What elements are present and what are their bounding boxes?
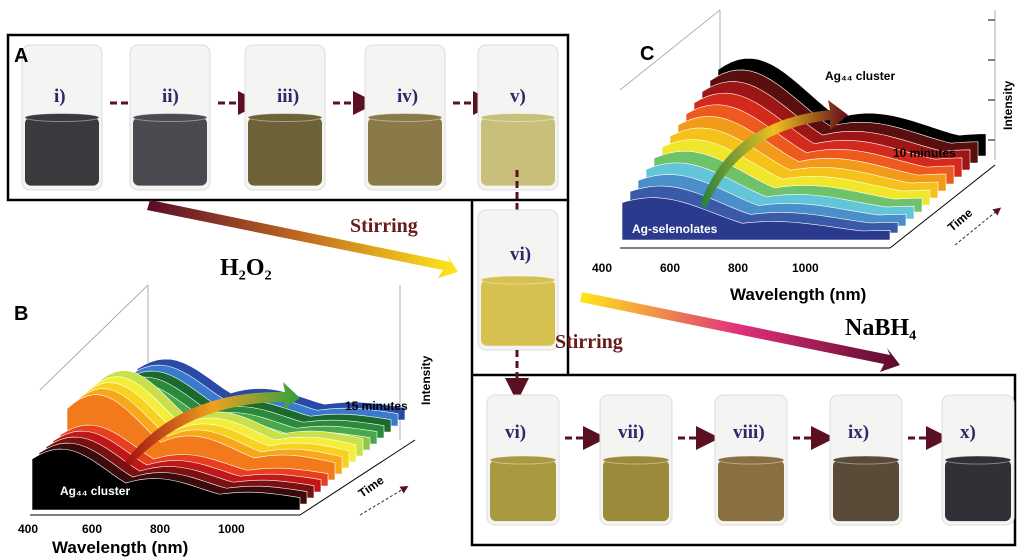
vial-liquid — [490, 460, 556, 521]
vial-liquid — [481, 280, 555, 346]
vial-surface — [133, 114, 207, 122]
figure: i) ii) iii) iv) v) Avi) vi) vii) viii) ix) x) Stirr… — [0, 0, 1019, 558]
label: 15 minutes — [345, 399, 408, 413]
label: Intensity — [419, 355, 433, 405]
label: x) — [960, 422, 976, 443]
label: Wavelength (nm) — [52, 538, 188, 557]
label: iv) — [397, 86, 418, 107]
label: vi) — [505, 422, 526, 443]
vial-surface — [368, 114, 442, 122]
label: i) — [54, 86, 66, 107]
vial-surface — [945, 456, 1011, 464]
label: Intensity — [1001, 80, 1015, 130]
vial-surface — [481, 276, 555, 284]
vial-surface — [490, 456, 556, 464]
vial-surface — [833, 456, 899, 464]
vial-surface — [603, 456, 669, 464]
label: Time — [356, 473, 387, 501]
vial-surface — [481, 114, 555, 122]
label: 1000 — [218, 522, 245, 536]
label: 400 — [18, 522, 38, 536]
vial-liquid — [248, 118, 322, 186]
vial-liquid — [603, 460, 669, 521]
vial-liquid — [945, 460, 1011, 521]
label: H₂O₂ — [220, 255, 272, 281]
vial-liquid — [718, 460, 784, 521]
vial-surface — [25, 114, 99, 122]
label: ix) — [848, 422, 869, 443]
label: Ag-selenolates — [195, 351, 281, 365]
vial-surface — [248, 114, 322, 122]
label: Ag-selenolates — [632, 222, 718, 236]
label: NaBH₄ — [845, 315, 916, 341]
label: 800 — [150, 522, 170, 536]
label: Ag₄₄ cluster — [60, 484, 130, 498]
label: vii) — [618, 422, 644, 443]
label: Stirring — [350, 215, 418, 237]
label: A — [14, 45, 28, 67]
vial-liquid — [25, 118, 99, 186]
label: 10 minutes — [893, 146, 956, 160]
label: Stirring — [555, 331, 623, 353]
label: Time — [945, 206, 976, 235]
content: i) ii) iii) iv) v) Avi) vi) vii) viii) ix) x) Stirr… — [8, 10, 1015, 557]
arrow — [147, 200, 458, 278]
label: iii) — [277, 86, 299, 107]
vial-liquid — [133, 118, 207, 186]
label: vi) — [510, 244, 531, 265]
label: ii) — [162, 86, 179, 107]
label: v) — [510, 86, 526, 107]
label: 1000 — [792, 261, 819, 275]
label: 400 — [592, 261, 612, 275]
label: C — [640, 43, 654, 65]
vial-liquid — [833, 460, 899, 521]
label: B — [14, 303, 28, 325]
label: Ag₄₄ cluster — [825, 69, 895, 83]
label: 600 — [660, 261, 680, 275]
label: 600 — [82, 522, 102, 536]
label: viii) — [733, 422, 765, 443]
vial-liquid — [368, 118, 442, 186]
label: 800 — [728, 261, 748, 275]
label: Wavelength (nm) — [730, 285, 866, 304]
vial-surface — [718, 456, 784, 464]
